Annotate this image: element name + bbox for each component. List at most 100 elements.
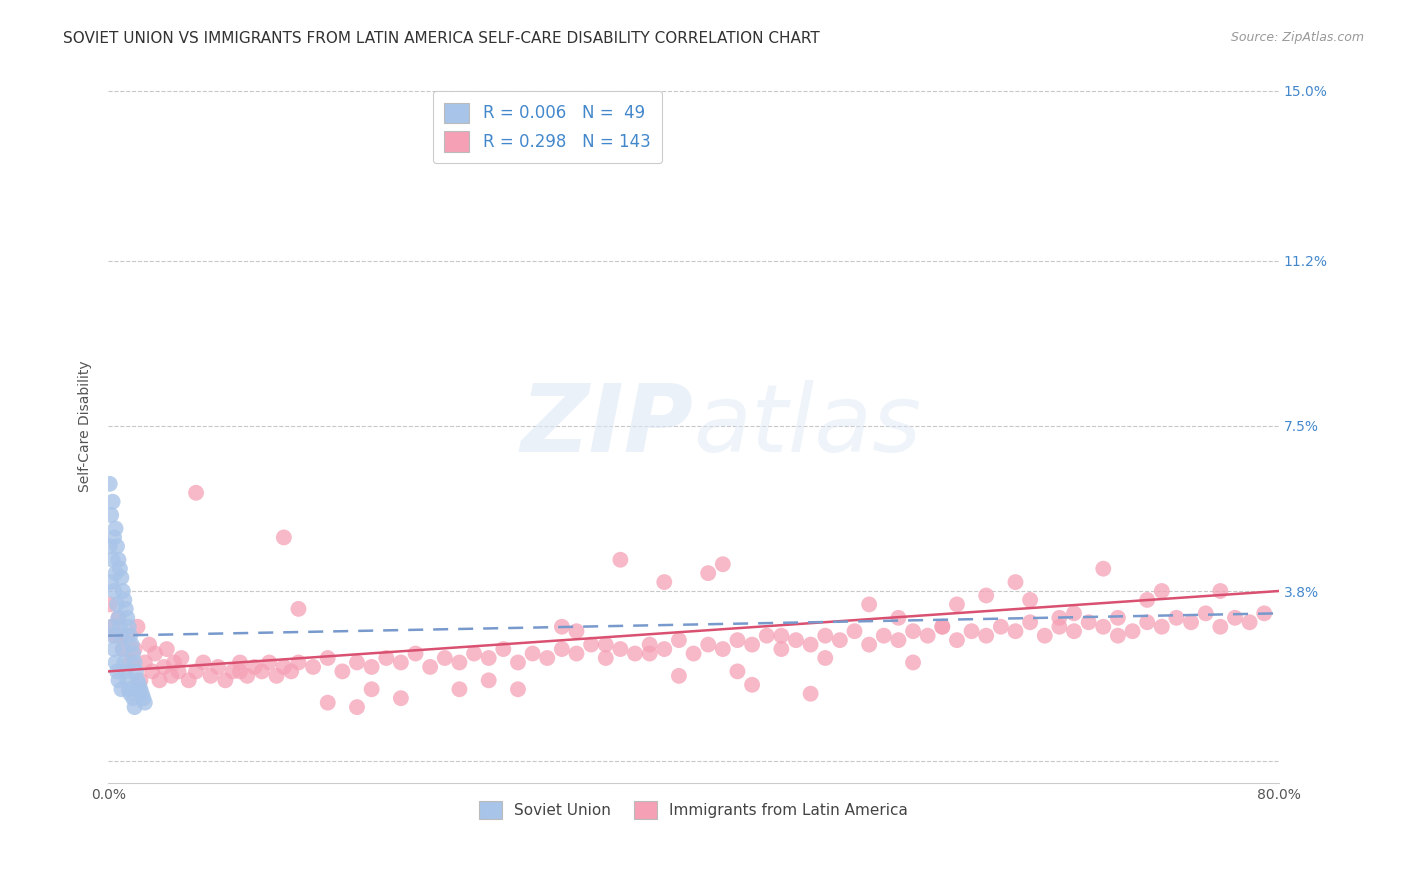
Point (332, 665, 354, 679)
Point (122, 691, 145, 706)
Point (1047, 611, 1070, 625)
Point (917, 629, 939, 643)
Point (405, 647, 427, 661)
Point (1150, 620, 1173, 634)
Point (236, 669, 259, 683)
Point (221, 665, 243, 679)
Point (960, 624, 983, 639)
Point (98, 598, 121, 612)
Point (103, 584, 125, 599)
Point (1004, 624, 1026, 639)
Point (104, 566, 127, 581)
Point (565, 624, 588, 639)
Point (134, 696, 156, 710)
Point (1092, 562, 1115, 576)
Point (143, 647, 166, 661)
Point (492, 642, 515, 657)
Point (105, 665, 128, 679)
Point (638, 638, 661, 652)
Point (148, 673, 170, 688)
Point (858, 598, 880, 612)
Point (506, 656, 529, 670)
Point (104, 629, 127, 643)
Point (193, 656, 215, 670)
Point (652, 642, 675, 657)
Point (103, 642, 125, 657)
Point (901, 656, 924, 670)
Point (668, 633, 690, 648)
Point (360, 660, 382, 674)
Point (101, 494, 124, 508)
Point (177, 673, 200, 688)
Point (110, 629, 132, 643)
Text: atlas: atlas (693, 380, 922, 471)
Point (901, 624, 924, 639)
Point (1063, 624, 1085, 639)
Point (111, 584, 134, 599)
Point (1136, 593, 1159, 607)
Point (118, 620, 141, 634)
Legend: Soviet Union, Immigrants from Latin America: Soviet Union, Immigrants from Latin Amer… (472, 795, 914, 825)
Point (536, 651, 558, 665)
Point (125, 665, 148, 679)
Point (121, 638, 143, 652)
Point (506, 682, 529, 697)
Point (346, 656, 368, 670)
Point (1033, 629, 1056, 643)
Point (1077, 615, 1099, 630)
Point (389, 656, 412, 670)
Point (463, 647, 485, 661)
Point (1107, 611, 1129, 625)
Point (346, 700, 368, 714)
Point (108, 620, 131, 634)
Point (124, 656, 146, 670)
Point (98, 540, 121, 554)
Point (887, 611, 910, 625)
Point (931, 620, 953, 634)
Point (1047, 620, 1070, 634)
Point (184, 485, 207, 500)
Y-axis label: Self-Care Disability: Self-Care Disability (79, 360, 93, 491)
Point (1063, 607, 1085, 621)
Point (105, 540, 128, 554)
Point (110, 682, 132, 697)
Point (108, 562, 131, 576)
Point (160, 669, 183, 683)
Text: SOVIET UNION VS IMMIGRANTS FROM LATIN AMERICA SELF-CARE DISABILITY CORRELATION C: SOVIET UNION VS IMMIGRANTS FROM LATIN AM… (63, 31, 820, 46)
Point (595, 638, 617, 652)
Point (727, 665, 749, 679)
Point (990, 620, 1012, 634)
Point (1166, 611, 1188, 625)
Point (711, 642, 734, 657)
Point (107, 611, 129, 625)
Point (800, 638, 823, 652)
Point (389, 691, 412, 706)
Point (682, 647, 704, 661)
Point (741, 678, 763, 692)
Point (931, 620, 953, 634)
Point (478, 673, 501, 688)
Point (100, 508, 122, 522)
Point (668, 669, 690, 683)
Text: Source: ZipAtlas.com: Source: ZipAtlas.com (1230, 31, 1364, 45)
Point (110, 571, 132, 585)
Point (107, 553, 129, 567)
Point (100, 620, 122, 634)
Point (1136, 615, 1159, 630)
Point (1209, 620, 1232, 634)
Point (101, 553, 124, 567)
Point (478, 651, 501, 665)
Point (1253, 607, 1275, 621)
Point (727, 633, 749, 648)
Point (785, 633, 807, 648)
Point (214, 673, 236, 688)
Point (579, 638, 602, 652)
Point (449, 656, 471, 670)
Point (131, 687, 153, 701)
Point (103, 530, 125, 544)
Point (101, 629, 124, 643)
Point (104, 656, 127, 670)
Point (449, 682, 471, 697)
Point (946, 633, 969, 648)
Point (138, 638, 160, 652)
